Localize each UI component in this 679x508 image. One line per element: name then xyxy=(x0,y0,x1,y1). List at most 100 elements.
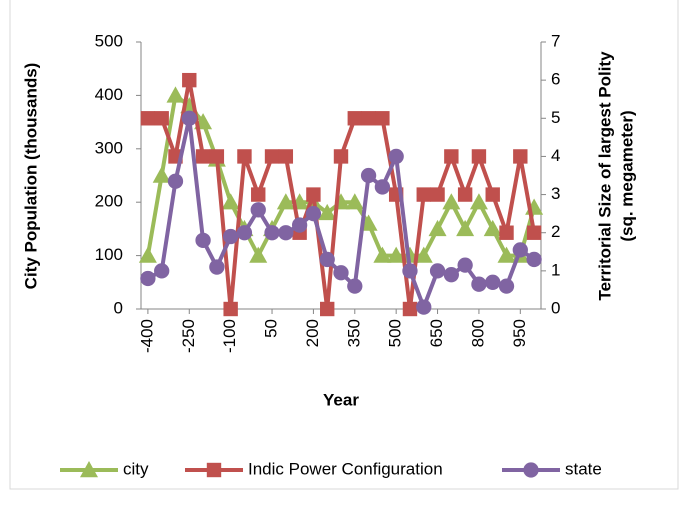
marker xyxy=(416,187,431,202)
marker xyxy=(456,219,475,237)
legend-label: state xyxy=(565,459,602,478)
marker xyxy=(430,187,445,202)
x-tick-label: -250 xyxy=(179,319,198,353)
marker xyxy=(373,246,392,263)
y2-axis-title: (sq. megameter) xyxy=(617,110,636,241)
marker xyxy=(154,111,169,126)
marker xyxy=(388,148,404,165)
marker xyxy=(206,462,222,478)
marker xyxy=(237,149,252,164)
marker xyxy=(138,246,157,263)
x-tick-label: 500 xyxy=(386,319,405,347)
marker xyxy=(523,462,539,478)
marker xyxy=(402,301,418,317)
marker xyxy=(209,149,225,164)
marker xyxy=(333,149,349,164)
x-tick-label: 50 xyxy=(262,319,281,338)
y-tick-label: 100 xyxy=(95,245,123,264)
marker xyxy=(471,276,487,292)
marker xyxy=(361,111,376,126)
marker xyxy=(250,202,266,218)
marker xyxy=(526,225,542,240)
marker xyxy=(414,246,433,263)
marker xyxy=(428,219,447,237)
marker xyxy=(291,217,308,233)
marker xyxy=(457,257,473,273)
marker xyxy=(305,205,322,222)
marker xyxy=(483,219,502,237)
marker xyxy=(195,149,211,164)
marker xyxy=(209,259,225,275)
marker xyxy=(80,461,98,478)
y-tick-label: 500 xyxy=(95,31,123,50)
marker xyxy=(443,267,459,283)
marker xyxy=(469,193,488,210)
x-tick-label: 950 xyxy=(510,319,529,347)
y-tick-label: 0 xyxy=(114,298,123,317)
marker xyxy=(512,242,528,258)
marker xyxy=(347,111,362,126)
marker xyxy=(319,251,335,268)
marker xyxy=(442,193,461,210)
marker xyxy=(499,225,514,240)
marker xyxy=(375,111,390,126)
marker xyxy=(513,149,528,164)
marker xyxy=(497,246,516,263)
y2-tick-label: 1 xyxy=(551,260,560,279)
y-tick-label: 200 xyxy=(95,192,123,211)
marker xyxy=(249,246,268,263)
marker xyxy=(416,299,432,315)
x-tick-label: -400 xyxy=(137,319,156,353)
y2-tick-label: 5 xyxy=(551,108,560,127)
marker xyxy=(457,187,473,202)
marker xyxy=(278,149,294,164)
y2-tick-label: 4 xyxy=(551,146,560,165)
y-axis-title: City Population (thousands) xyxy=(21,63,40,290)
legend-label: city xyxy=(123,459,149,478)
y2-tick-label: 7 xyxy=(551,31,560,50)
x-tick-label: 200 xyxy=(303,319,322,347)
y2-tick-label: 3 xyxy=(551,184,560,203)
marker xyxy=(444,149,459,164)
marker xyxy=(195,232,211,248)
x-tick-label: -100 xyxy=(220,319,239,353)
marker xyxy=(360,167,377,184)
marker xyxy=(276,193,295,210)
marker xyxy=(320,301,335,317)
marker xyxy=(318,203,337,221)
marker xyxy=(429,263,446,279)
marker xyxy=(167,173,184,189)
marker xyxy=(264,149,280,164)
y2-tick-label: 2 xyxy=(551,222,560,241)
marker xyxy=(345,193,364,210)
marker xyxy=(485,274,501,290)
marker xyxy=(485,187,500,202)
marker xyxy=(221,193,240,210)
y-tick-label: 300 xyxy=(95,138,123,157)
marker xyxy=(306,187,321,202)
y2-tick-label: 0 xyxy=(551,298,560,317)
marker xyxy=(471,149,487,164)
marker xyxy=(387,246,406,263)
marker xyxy=(236,225,253,241)
chart-frame xyxy=(9,0,679,490)
x-tick-label: 800 xyxy=(468,319,487,347)
marker xyxy=(402,263,418,279)
x-axis-title: Year xyxy=(323,390,359,409)
x-tick-label: 350 xyxy=(344,319,363,347)
marker xyxy=(333,265,349,281)
y2-axis-title: Territorial Size of largest Polity xyxy=(595,51,614,301)
marker xyxy=(251,187,266,202)
y-tick-label: 400 xyxy=(95,85,123,104)
marker xyxy=(223,301,238,317)
legend-label: Indic Power Configuration xyxy=(248,459,443,478)
x-tick-label: 650 xyxy=(427,319,446,347)
marker xyxy=(166,86,185,103)
marker xyxy=(181,110,197,126)
marker xyxy=(498,278,515,294)
marker xyxy=(526,251,542,268)
marker xyxy=(278,225,294,241)
marker xyxy=(182,72,197,88)
marker xyxy=(264,225,280,241)
